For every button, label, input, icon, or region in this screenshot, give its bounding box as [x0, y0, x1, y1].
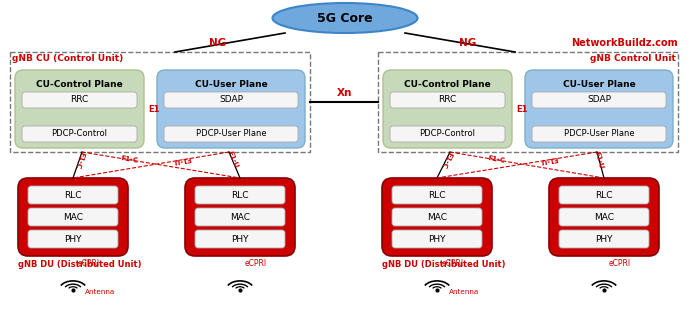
Text: MAC: MAC — [594, 213, 614, 222]
FancyBboxPatch shape — [164, 92, 298, 108]
Text: RLC: RLC — [595, 191, 613, 200]
FancyBboxPatch shape — [390, 92, 505, 108]
Text: MAC: MAC — [230, 213, 250, 222]
Text: Antenna: Antenna — [449, 289, 480, 295]
Text: eCPRI: eCPRI — [442, 260, 464, 269]
FancyBboxPatch shape — [525, 70, 673, 148]
Text: PHY: PHY — [428, 235, 446, 243]
Text: PHY: PHY — [64, 235, 81, 243]
FancyBboxPatch shape — [382, 178, 492, 256]
FancyBboxPatch shape — [195, 186, 285, 204]
Text: F1-C: F1-C — [120, 155, 139, 164]
Text: F1-C: F1-C — [74, 150, 85, 169]
Ellipse shape — [273, 3, 417, 33]
FancyBboxPatch shape — [532, 92, 666, 108]
FancyBboxPatch shape — [532, 126, 666, 142]
Text: CU-Control Plane: CU-Control Plane — [404, 80, 491, 89]
FancyBboxPatch shape — [559, 230, 649, 248]
Text: eCPRI: eCPRI — [245, 260, 267, 269]
Text: RLC: RLC — [231, 191, 249, 200]
Text: SDAP: SDAP — [587, 95, 611, 104]
Text: Antenna: Antenna — [85, 289, 115, 295]
Text: F1-U: F1-U — [172, 155, 192, 164]
Bar — [10, 52, 310, 152]
Text: eCPRI: eCPRI — [78, 260, 100, 269]
Text: SDAP: SDAP — [219, 95, 243, 104]
FancyBboxPatch shape — [185, 178, 295, 256]
Text: F1-U: F1-U — [226, 150, 239, 169]
Text: gNB DU (Distributed Unit): gNB DU (Distributed Unit) — [18, 260, 141, 269]
Text: NG: NG — [209, 38, 226, 48]
Text: MAC: MAC — [427, 213, 447, 222]
Text: F1-U: F1-U — [594, 150, 604, 169]
Text: PHY: PHY — [595, 235, 613, 243]
Bar — [378, 52, 678, 152]
Text: gNB Control Unit: gNB Control Unit — [590, 54, 676, 63]
Text: CU-Control Plane: CU-Control Plane — [36, 80, 123, 89]
Text: MAC: MAC — [63, 213, 83, 222]
Text: RRC: RRC — [70, 95, 88, 104]
Text: PDCP-User Plane: PDCP-User Plane — [564, 129, 634, 138]
FancyBboxPatch shape — [195, 208, 285, 226]
Text: RLC: RLC — [64, 191, 81, 200]
FancyBboxPatch shape — [392, 208, 482, 226]
FancyBboxPatch shape — [164, 126, 298, 142]
Text: gNB CU (Control Unit): gNB CU (Control Unit) — [12, 54, 124, 63]
Text: E1: E1 — [516, 104, 528, 113]
Text: NetworkBuildz.com: NetworkBuildz.com — [571, 38, 678, 48]
Text: RLC: RLC — [428, 191, 446, 200]
Text: PDCP-Control: PDCP-Control — [420, 129, 475, 138]
FancyBboxPatch shape — [18, 178, 128, 256]
FancyBboxPatch shape — [28, 230, 118, 248]
Text: gNB DU (Distributed Unit): gNB DU (Distributed Unit) — [382, 260, 506, 269]
FancyBboxPatch shape — [157, 70, 305, 148]
FancyBboxPatch shape — [549, 178, 659, 256]
FancyBboxPatch shape — [28, 186, 118, 204]
Text: CU-User Plane: CU-User Plane — [195, 80, 268, 89]
Text: 5G Core: 5G Core — [317, 11, 373, 24]
FancyBboxPatch shape — [392, 186, 482, 204]
FancyBboxPatch shape — [22, 126, 137, 142]
Text: Xn: Xn — [336, 88, 352, 98]
Text: F1-U: F1-U — [540, 155, 558, 164]
Text: CU-User Plane: CU-User Plane — [562, 80, 635, 89]
FancyBboxPatch shape — [559, 186, 649, 204]
FancyBboxPatch shape — [392, 230, 482, 248]
FancyBboxPatch shape — [22, 92, 137, 108]
Text: eCPRI: eCPRI — [609, 260, 631, 269]
Text: RRC: RRC — [438, 95, 457, 104]
FancyBboxPatch shape — [390, 126, 505, 142]
FancyBboxPatch shape — [15, 70, 144, 148]
Text: PDCP-Control: PDCP-Control — [52, 129, 108, 138]
FancyBboxPatch shape — [559, 208, 649, 226]
Text: NG: NG — [460, 38, 477, 48]
Text: E1: E1 — [148, 104, 160, 113]
FancyBboxPatch shape — [28, 208, 118, 226]
Text: F1-C: F1-C — [487, 155, 505, 164]
Text: PDCP-User Plane: PDCP-User Plane — [196, 129, 266, 138]
FancyBboxPatch shape — [383, 70, 512, 148]
Text: PHY: PHY — [231, 235, 249, 243]
FancyBboxPatch shape — [195, 230, 285, 248]
Text: F1-C: F1-C — [440, 150, 453, 169]
